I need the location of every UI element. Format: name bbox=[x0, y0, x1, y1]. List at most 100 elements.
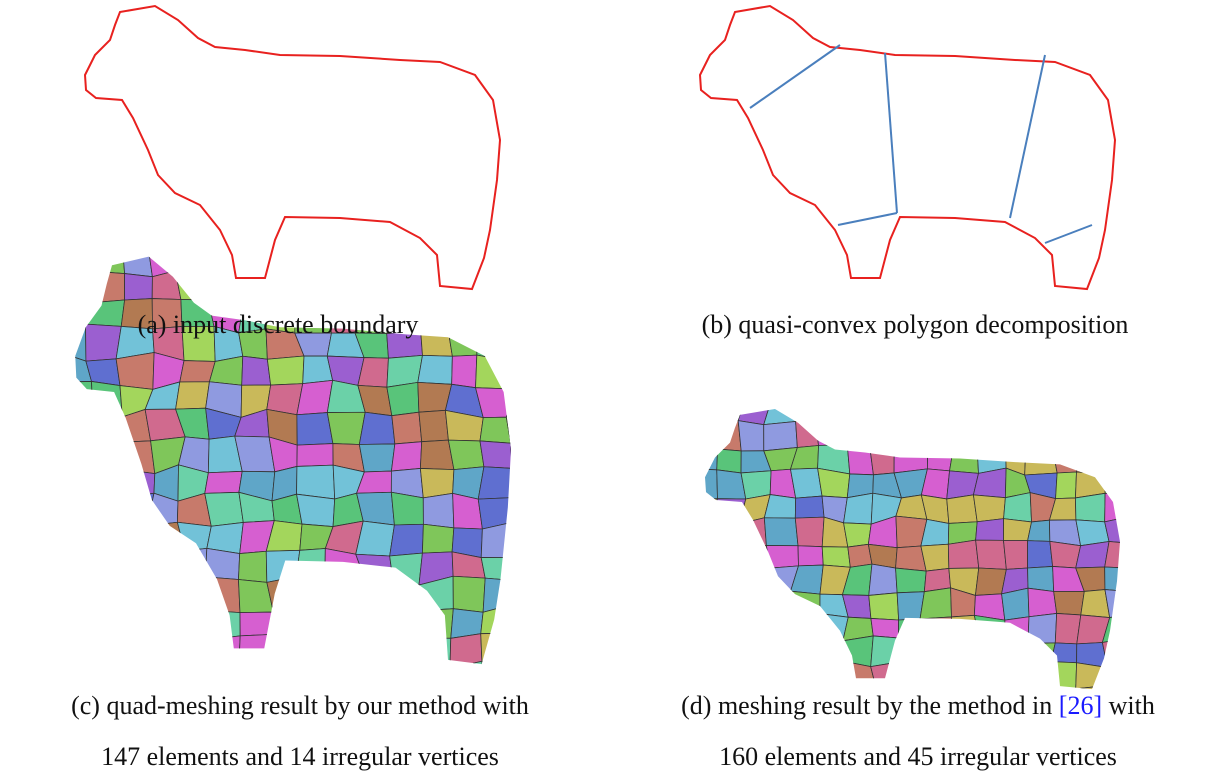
quad bbox=[764, 495, 795, 519]
quad bbox=[419, 410, 448, 441]
quad bbox=[1028, 588, 1057, 617]
quad bbox=[790, 468, 822, 498]
quad bbox=[1004, 493, 1032, 522]
quad bbox=[791, 591, 820, 614]
quad bbox=[512, 466, 541, 500]
quad bbox=[86, 324, 122, 361]
quad bbox=[847, 445, 873, 475]
quad bbox=[927, 444, 953, 471]
quad bbox=[976, 424, 1006, 449]
quad bbox=[920, 588, 951, 619]
quad bbox=[480, 417, 511, 443]
quad bbox=[921, 544, 949, 571]
quad bbox=[869, 593, 899, 620]
quad bbox=[210, 611, 240, 640]
quad bbox=[1025, 662, 1056, 691]
quad bbox=[741, 471, 771, 499]
boundary bbox=[85, 6, 500, 289]
quad bbox=[1128, 565, 1161, 592]
quad bbox=[1076, 452, 1108, 474]
quad bbox=[738, 421, 764, 451]
quad bbox=[505, 578, 537, 607]
quad bbox=[999, 667, 1032, 691]
quad bbox=[92, 381, 123, 416]
quad bbox=[1028, 643, 1055, 667]
quad bbox=[951, 615, 979, 640]
quad bbox=[147, 607, 180, 638]
quad bbox=[328, 607, 362, 638]
quad bbox=[61, 640, 92, 666]
quad bbox=[999, 400, 1029, 425]
quad bbox=[452, 355, 477, 388]
quad bbox=[714, 593, 743, 620]
quad bbox=[744, 546, 770, 569]
quad bbox=[687, 399, 719, 423]
quad bbox=[869, 564, 897, 595]
quad bbox=[688, 593, 714, 620]
quad bbox=[764, 518, 798, 546]
quad bbox=[123, 607, 149, 640]
quad bbox=[420, 302, 448, 331]
quad bbox=[359, 662, 391, 695]
quad bbox=[208, 270, 243, 305]
quad bbox=[847, 427, 875, 450]
quad bbox=[115, 526, 154, 557]
quad bbox=[297, 444, 333, 467]
quad bbox=[976, 519, 1004, 541]
quad bbox=[1056, 472, 1077, 499]
quad bbox=[871, 636, 899, 667]
quad bbox=[391, 638, 423, 668]
quad bbox=[820, 640, 848, 667]
quad bbox=[55, 301, 90, 326]
quad bbox=[146, 636, 179, 664]
quad bbox=[391, 442, 421, 471]
quad bbox=[55, 324, 86, 361]
quad bbox=[180, 548, 207, 577]
quad bbox=[1075, 493, 1105, 522]
quad bbox=[327, 412, 365, 444]
quad bbox=[795, 517, 824, 547]
quad bbox=[239, 269, 274, 305]
quad bbox=[266, 269, 299, 304]
quad bbox=[177, 522, 211, 551]
quad bbox=[717, 663, 745, 687]
quad bbox=[119, 638, 147, 662]
quad bbox=[176, 382, 210, 409]
quad bbox=[56, 271, 90, 303]
quad bbox=[945, 399, 975, 424]
quad bbox=[389, 271, 420, 302]
quad bbox=[332, 245, 365, 277]
quad bbox=[513, 522, 542, 558]
quad bbox=[296, 577, 332, 614]
quad bbox=[686, 661, 720, 688]
quad bbox=[1128, 469, 1158, 500]
quad bbox=[423, 493, 454, 527]
quad bbox=[688, 568, 720, 594]
quad bbox=[741, 565, 770, 593]
quad bbox=[267, 356, 304, 385]
quad bbox=[871, 400, 902, 426]
quad bbox=[326, 635, 361, 662]
quad bbox=[238, 551, 266, 582]
quad bbox=[235, 436, 275, 472]
quad bbox=[1002, 588, 1029, 620]
quad bbox=[1102, 422, 1137, 452]
quad bbox=[714, 565, 745, 593]
quad bbox=[360, 270, 391, 299]
quad bbox=[86, 300, 125, 326]
quad bbox=[177, 611, 213, 640]
quad bbox=[951, 637, 980, 668]
quad bbox=[85, 580, 123, 612]
quad bbox=[1102, 638, 1131, 668]
quad bbox=[61, 611, 92, 640]
quad bbox=[205, 492, 244, 526]
quad bbox=[950, 444, 979, 473]
quad bbox=[822, 547, 850, 568]
quad bbox=[483, 578, 511, 612]
quad bbox=[1028, 541, 1053, 568]
quad bbox=[360, 245, 389, 271]
quad bbox=[453, 493, 483, 529]
quad bbox=[1105, 567, 1135, 591]
quad bbox=[1050, 541, 1081, 568]
citation[interactable]: [26] bbox=[1059, 691, 1102, 720]
